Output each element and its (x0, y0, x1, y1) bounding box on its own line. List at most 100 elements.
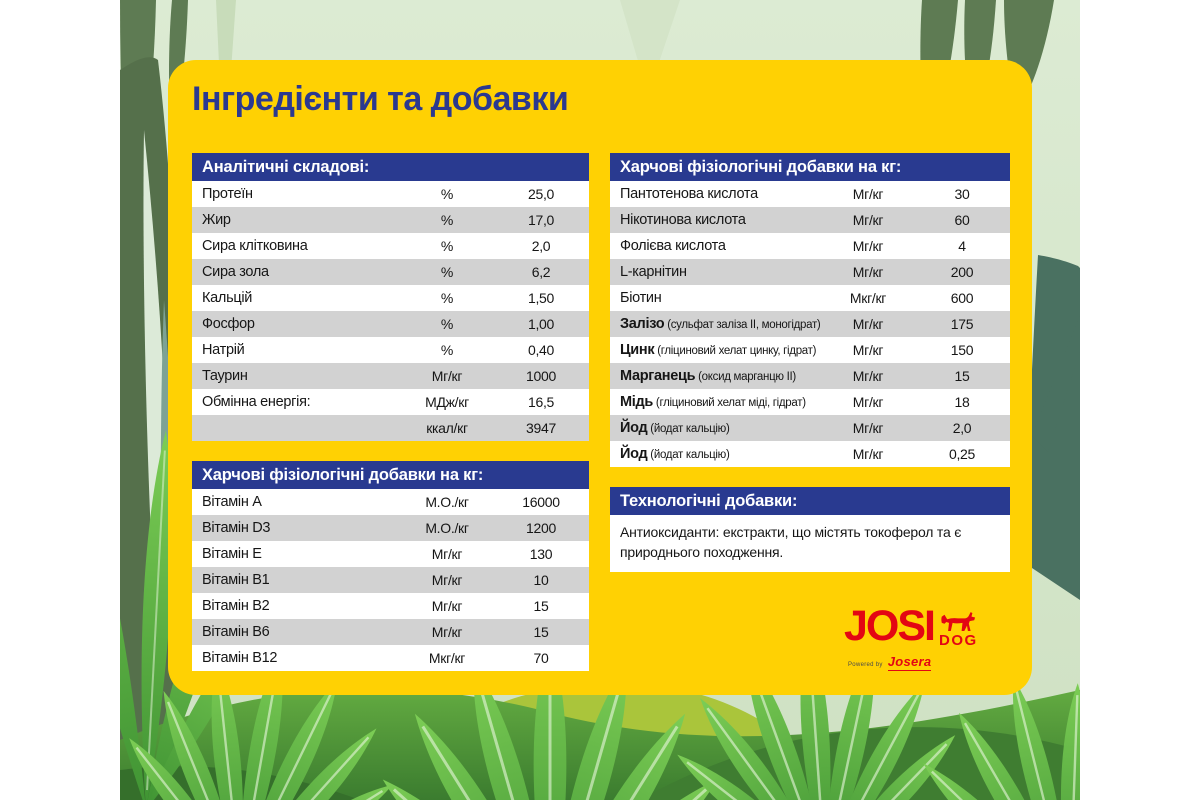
ingredient-name: Натрій (202, 342, 245, 358)
dog-icon (941, 612, 976, 631)
ingredient-value: 4 (958, 238, 966, 254)
ingredient-name: Кальцій (202, 290, 253, 306)
powered-by-label: Powered by (848, 662, 883, 668)
ingredient-name: Цинк (гліциновий хелат цинку, гідрат) (620, 342, 817, 358)
ingredient-unit: Мг/кг (852, 368, 884, 384)
ingredient-name: Вітамін B12 (202, 650, 278, 666)
table-row: Йод (йодат кальцію) Мг/кг 2,0 (610, 415, 1010, 441)
ingredient-unit: Мг/кг (852, 394, 884, 410)
ingredient-unit: Мг/кг (852, 238, 884, 254)
table-row: Обмінна енергія: МДж/кг 16,5 (192, 389, 589, 415)
table-row: Вітамін B6 Мг/кг 15 (192, 619, 589, 645)
table-row: Вітамін D3 М.О./кг 1200 (192, 515, 589, 541)
ingredient-value: 2,0 (952, 420, 972, 436)
ingredient-detail: (оксид марганцю II) (695, 371, 796, 383)
ingredient-value: 10 (533, 572, 549, 588)
ingredient-unit: М.О./кг (425, 494, 469, 510)
ingredient-unit: ккал/кг (426, 420, 468, 436)
table-row: Нікотинова кислота Мг/кг 60 (610, 207, 1010, 233)
ingredient-unit: Мг/кг (852, 342, 884, 358)
ingredient-name: Обмінна енергія: (202, 394, 311, 410)
ingredient-name: Йод (йодат кальцію) (620, 446, 730, 462)
ingredient-value: 150 (950, 342, 974, 358)
ingredient-unit: Мг/кг (852, 446, 884, 462)
ingredient-value: 15 (954, 368, 970, 384)
ingredient-value: 1,00 (527, 316, 555, 332)
table-row: Вітамін A М.О./кг 16000 (192, 489, 589, 515)
ingredient-unit: Мг/кг (852, 420, 884, 436)
table-row: Сира зола% 6,2 (192, 259, 589, 285)
ingredient-value: 25,0 (527, 186, 555, 202)
dog-wordmark: DOG (939, 632, 978, 649)
ingredient-value: 0,25 (948, 446, 976, 462)
ingredient-name: Таурин (202, 368, 248, 384)
table-row: Марганець (оксид марганцю II) Мг/кг 15 (610, 363, 1010, 389)
ingredient-unit: % (440, 316, 454, 332)
minerals-table: Харчові фізіологічні добавки на кг: Пант… (610, 153, 1010, 467)
ingredient-name: Вітамін B2 (202, 598, 270, 614)
technological-additives-section: Технологічні добавки: Антиоксиданти: екс… (610, 487, 1010, 572)
ingredient-unit: % (440, 264, 454, 280)
ingredient-detail: (гліциновий хелат міді, гідрат) (653, 397, 806, 409)
ingredient-unit: Мг/кг (431, 546, 463, 562)
minerals-table-header: Харчові фізіологічні добавки на кг: (610, 153, 1010, 181)
table-row: Пантотенова кислота Мг/кг 30 (610, 181, 1010, 207)
josi-wordmark: JOSI (844, 602, 936, 650)
ingredient-name: L-карнітин (620, 264, 687, 280)
vitamins-table-header: Харчові фізіологічні добавки на кг: (192, 461, 589, 489)
table-row: Залізо (сульфат заліза II, моногідрат) Мг… (610, 311, 1010, 337)
page-title: Інгредієнти та добавки (192, 80, 569, 118)
ingredient-unit: МДж/кг (425, 394, 469, 410)
table-row: Натрій% 0,40 (192, 337, 589, 363)
ingredient-unit: % (440, 342, 454, 358)
table-row: Вітамін E Мг/кг 130 (192, 541, 589, 567)
ingredient-name: Мідь (гліциновий хелат міді, гідрат) (620, 394, 806, 410)
vitamins-table: Харчові фізіологічні добавки на кг: Віта… (192, 461, 589, 671)
table-row: Вітамін B2 Мг/кг 15 (192, 593, 589, 619)
ingredient-value: 30 (954, 186, 970, 202)
ingredient-name: Фосфор (202, 316, 255, 332)
ingredient-unit: % (440, 238, 454, 254)
technological-additives-header: Технологічні добавки: (610, 487, 1010, 515)
table-row: Фолієва кислота Мг/кг 4 (610, 233, 1010, 259)
analytical-table-header: Аналітичні складові: (192, 153, 589, 181)
ingredient-name: Вітамін D3 (202, 520, 271, 536)
ingredient-value: 16,5 (527, 394, 555, 410)
ingredient-name: Марганець (оксид марганцю II) (620, 368, 796, 384)
josidog-logo: JOSI DOG Powered by Josera (844, 602, 1014, 671)
ingredient-unit: Мкг/кг (849, 290, 887, 306)
ingredient-unit: Мг/кг (431, 572, 463, 588)
ingredient-value: 18 (954, 394, 970, 410)
ingredient-name: Сира клітковина (202, 238, 308, 254)
ingredient-value: 1,50 (527, 290, 555, 306)
ingredient-name: Залізо (сульфат заліза II, моногідрат) (620, 316, 821, 332)
analytical-table-rows: Протеїн% 25,0 Жир% 17,0 Сира клітковина% 2,0 С… (192, 181, 589, 441)
ingredient-unit: Мг/кг (852, 186, 884, 202)
ingredient-unit: % (440, 290, 454, 306)
analytical-table: Аналітичні складові: Протеїн% 25,0 Жир% 17,… (192, 153, 589, 441)
ingredient-unit: % (440, 186, 454, 202)
table-row: Таурин Мг/кг 1000 (192, 363, 589, 389)
ingredient-detail: (йодат кальцію) (647, 449, 730, 461)
ingredient-name: Сира зола (202, 264, 269, 280)
ingredient-name: Вітамін B6 (202, 624, 270, 640)
ingredient-name: Нікотинова кислота (620, 212, 746, 228)
ingredient-name: Вітамін E (202, 546, 262, 562)
ingredient-unit: Мг/кг (431, 624, 463, 640)
ingredient-name: Вітамін A (202, 494, 262, 510)
ingredient-detail: (йодат кальцію) (647, 423, 730, 435)
table-row: Кальцій% 1,50 (192, 285, 589, 311)
ingredient-value: 6,2 (531, 264, 551, 280)
ingredient-name: Фолієва кислота (620, 238, 726, 254)
ingredient-unit: Мг/кг (852, 316, 884, 332)
ingredient-detail: (сульфат заліза II, моногідрат) (664, 319, 821, 331)
ingredient-unit: Мг/кг (431, 598, 463, 614)
ingredient-value: 0,40 (527, 342, 555, 358)
table-row: Протеїн% 25,0 (192, 181, 589, 207)
ingredient-name: Йод (йодат кальцію) (620, 420, 730, 436)
ingredient-unit: Мг/кг (852, 212, 884, 228)
ingredient-unit: Мг/кг (852, 264, 884, 280)
ingredient-name: Жир (202, 212, 231, 228)
table-row: Сира клітковина% 2,0 (192, 233, 589, 259)
